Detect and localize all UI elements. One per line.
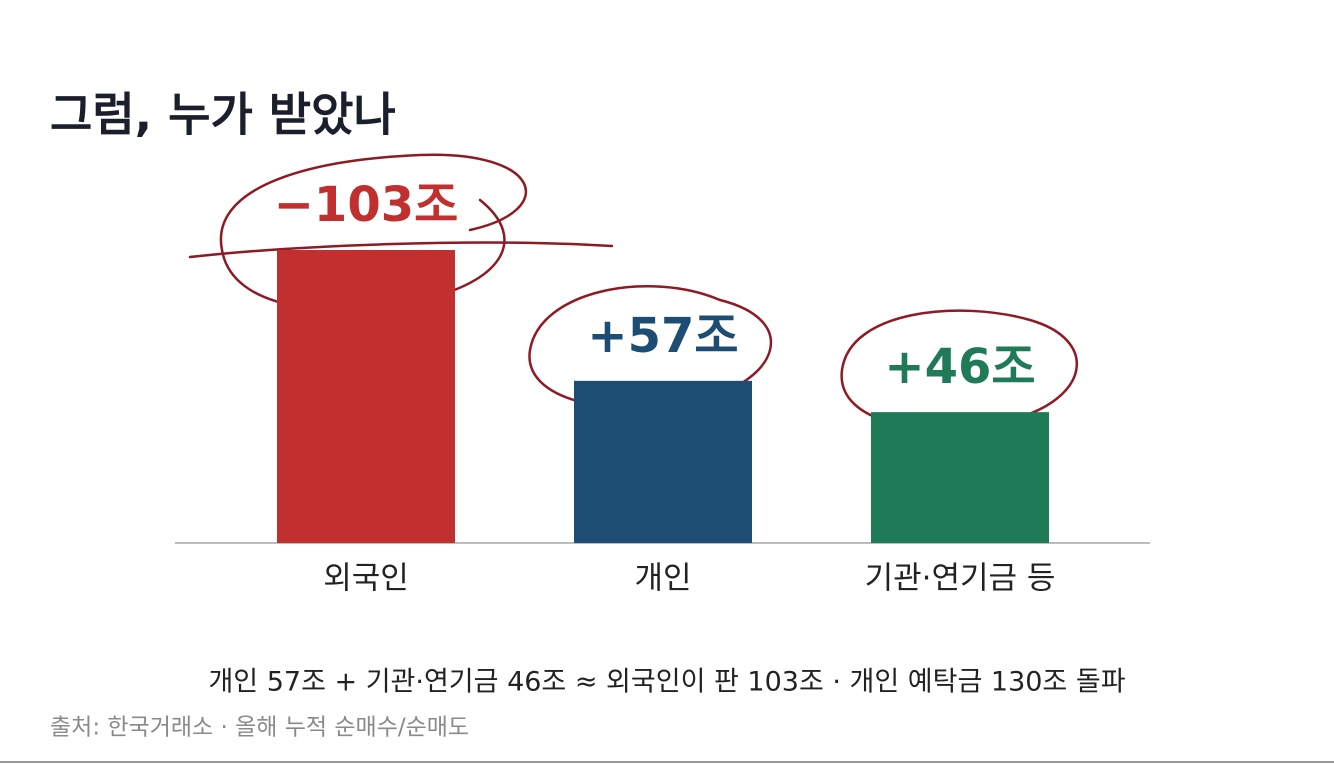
bar [277,250,455,543]
chart-title: 그럼, 누가 받았나 [50,88,396,142]
value-label: −103조 [274,177,459,233]
source: 출처: 한국거래소 · 올해 누적 순매수/순매도 [50,715,469,741]
annotation-circle [219,153,528,311]
x-tick-label: 기관·연기금 등 [865,561,1056,597]
x-tick-label: 개인 [634,561,691,597]
value-label: +57조 [587,308,738,364]
annotation-stroke [188,241,614,259]
bar [871,412,1049,543]
value-label: +46조 [884,339,1035,395]
x-tick-label: 외국인 [323,561,409,597]
note: 개인 57조 + 기관·연기금 46조 ≈ 외국인이 판 103조 · 개인 예… [208,667,1125,698]
bar [574,380,752,543]
